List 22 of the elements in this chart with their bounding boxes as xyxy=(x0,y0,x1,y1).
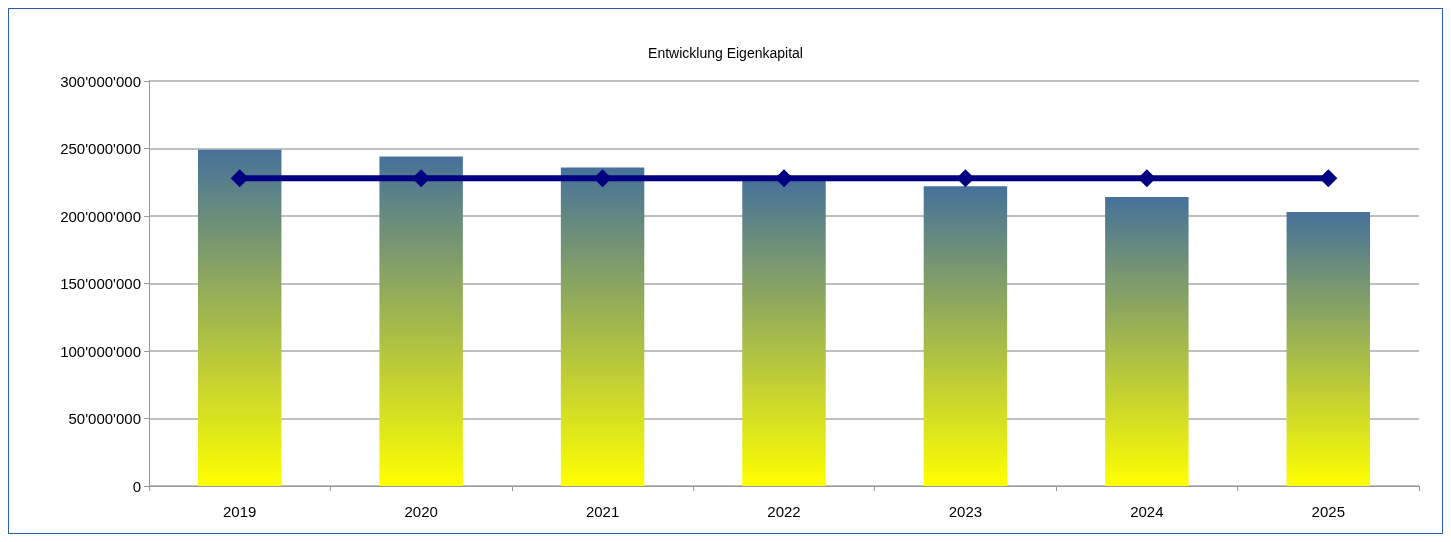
x-tick-label: 2024 xyxy=(1130,503,1164,520)
x-tick-label: 2022 xyxy=(767,503,801,520)
x-tick-label: 2025 xyxy=(1311,503,1345,520)
y-tick-label: 100'000'000 xyxy=(60,342,141,360)
bar xyxy=(197,149,282,486)
y-tick-label: 250'000'000 xyxy=(60,140,141,157)
y-tick-label: 200'000'000 xyxy=(60,207,141,225)
x-tick-label: 2020 xyxy=(404,503,438,520)
bar xyxy=(560,167,645,486)
bar xyxy=(923,186,1008,486)
y-tick-label: 50'000'000 xyxy=(68,410,141,427)
bar xyxy=(742,179,826,486)
x-tick-label: 2023 xyxy=(948,503,983,520)
bar xyxy=(1105,197,1189,486)
x-tick-label: 2019 xyxy=(223,503,257,520)
bar xyxy=(379,156,463,486)
chart-title: Entwicklung Eigenkapital xyxy=(648,45,803,61)
y-tick-label: 300'000'000 xyxy=(60,72,141,90)
y-tick-label: 150'000'000 xyxy=(60,275,141,292)
bar xyxy=(1286,211,1371,486)
y-tick-label: 0 xyxy=(132,477,141,495)
x-tick-label: 2021 xyxy=(585,503,620,520)
